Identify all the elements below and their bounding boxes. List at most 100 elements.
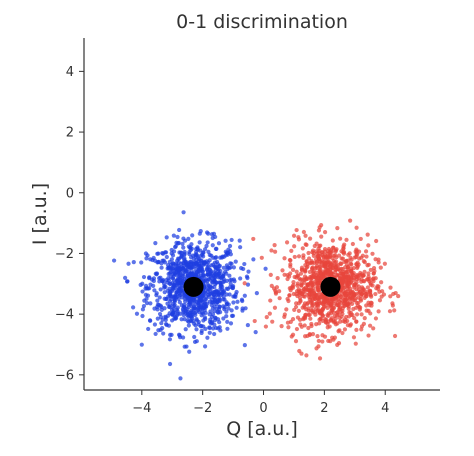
scatter-point xyxy=(294,269,299,274)
scatter-point xyxy=(292,307,297,313)
scatter-point xyxy=(374,238,379,244)
scatter-point xyxy=(311,288,316,294)
scatter-point xyxy=(354,283,359,288)
scatter-point xyxy=(227,278,233,283)
scatter-point xyxy=(354,225,359,230)
scatter-point xyxy=(316,281,322,286)
scatter-point xyxy=(238,276,243,281)
scatter-point xyxy=(291,291,296,297)
scatter-point xyxy=(371,326,376,331)
scatter-point xyxy=(275,276,280,281)
scatter-point xyxy=(194,327,199,332)
scatter-point xyxy=(147,286,152,291)
scatter-point xyxy=(152,288,157,293)
scatter-point xyxy=(340,330,345,336)
scatter-point xyxy=(348,310,353,315)
scatter-point xyxy=(270,319,275,324)
scatter-point xyxy=(282,256,287,261)
scatter-point xyxy=(273,288,278,293)
scatter-point xyxy=(175,234,180,240)
scatter-point xyxy=(182,292,187,297)
scatter-point xyxy=(335,297,340,302)
scatter-point xyxy=(212,295,218,300)
scatter-point xyxy=(354,305,359,310)
scatter-point xyxy=(200,252,205,257)
scatter-point xyxy=(242,281,247,286)
scatter-point xyxy=(349,292,354,297)
scatter-point xyxy=(179,317,184,322)
scatter-point xyxy=(240,308,245,313)
scatter-point xyxy=(254,291,259,296)
scatter-point xyxy=(322,272,327,277)
scatter-point xyxy=(194,261,199,266)
scatter-point xyxy=(207,267,213,273)
scatter-point xyxy=(233,294,238,300)
scatter-point xyxy=(267,311,272,316)
scatter-point xyxy=(215,309,220,314)
scatter-point xyxy=(143,292,148,297)
scatter-point xyxy=(162,260,168,265)
scatter-point xyxy=(205,335,210,340)
scatter-point xyxy=(194,249,199,255)
scatter-point xyxy=(241,266,246,272)
scatter-point xyxy=(335,321,340,326)
scatter-point xyxy=(167,299,173,304)
chart-title: 0-1 discrimination xyxy=(176,11,348,33)
scatter-point xyxy=(245,275,250,281)
scatter-point xyxy=(331,320,337,325)
scatter-point xyxy=(228,261,233,266)
scatter-point xyxy=(311,253,316,258)
scatter-point xyxy=(272,305,278,310)
scatter-point xyxy=(216,326,221,331)
scatter-point xyxy=(328,338,333,344)
scatter-point xyxy=(376,260,381,265)
scatter-point xyxy=(177,300,182,305)
scatter-point xyxy=(214,246,219,251)
scatter-point xyxy=(337,328,342,333)
scatter-point xyxy=(141,303,147,309)
scatter-point xyxy=(314,264,319,269)
scatter-point xyxy=(362,269,367,274)
scatter-point xyxy=(341,246,346,251)
scatter-point xyxy=(295,315,301,320)
scatter-point xyxy=(201,303,206,308)
scatter-point xyxy=(303,287,308,292)
scatter-point xyxy=(201,273,206,278)
scatter-point xyxy=(326,313,331,319)
scatter-point xyxy=(294,301,299,306)
scatter-point xyxy=(310,304,315,309)
scatter-point xyxy=(167,259,172,265)
scatter-point xyxy=(298,299,303,304)
y-tick-label: 4 xyxy=(66,65,74,80)
scatter-point xyxy=(303,268,308,273)
scatter-point xyxy=(204,294,209,299)
scatter-point xyxy=(314,270,319,276)
scatter-point xyxy=(196,319,201,325)
scatter-point xyxy=(177,274,182,279)
scatter-point xyxy=(185,266,190,271)
scatter-point xyxy=(179,265,184,270)
scatter-point xyxy=(180,335,186,340)
scatter-point xyxy=(345,286,350,292)
scatter-point xyxy=(373,291,378,297)
scatter-point xyxy=(290,267,296,272)
scatter-point xyxy=(251,236,256,242)
scatter-point xyxy=(144,300,150,306)
scatter-point xyxy=(317,356,323,361)
scatter-point xyxy=(318,309,324,314)
scatter-point xyxy=(287,293,292,298)
scatter-point xyxy=(316,304,321,309)
scatter-point xyxy=(167,289,173,295)
scatter-point xyxy=(308,276,313,281)
scatter-point xyxy=(147,318,153,323)
scatter-point xyxy=(320,333,325,338)
scatter-point xyxy=(282,314,287,319)
scatter-point xyxy=(207,252,212,258)
scatter-point xyxy=(202,315,207,320)
scatter-point xyxy=(227,243,233,249)
scatter-point xyxy=(314,300,319,306)
scatter-point xyxy=(201,290,207,295)
scatter-point xyxy=(158,275,163,280)
scatter-point xyxy=(214,289,219,294)
scatter-point xyxy=(186,236,191,241)
